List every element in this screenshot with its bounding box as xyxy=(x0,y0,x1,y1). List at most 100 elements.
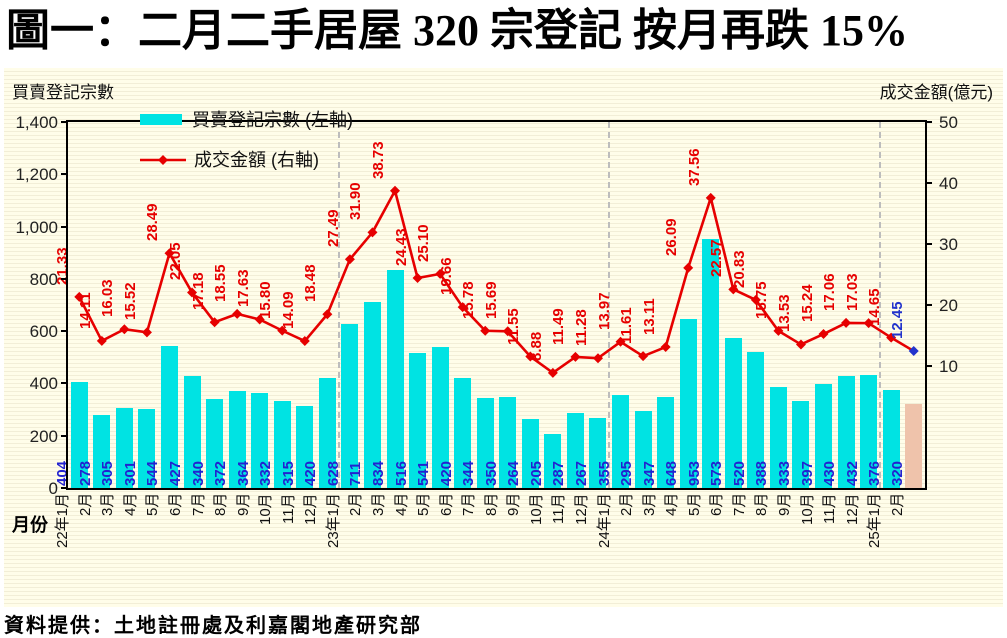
x-axis-label: 12月 xyxy=(843,493,861,525)
bar xyxy=(815,384,832,488)
point-value-label: 28.49 xyxy=(144,203,162,242)
axis-tick xyxy=(61,121,68,123)
point-value-label: 18.48 xyxy=(302,264,320,303)
x-axis-label: 12月 xyxy=(302,493,320,525)
bar-value-label: 427 xyxy=(167,460,185,486)
point-marker xyxy=(547,367,558,378)
bar xyxy=(724,338,742,488)
bar-value-label: 287 xyxy=(550,460,568,486)
right-tick-label: 30 xyxy=(939,235,958,254)
point-value-label: 8.88 xyxy=(527,331,545,361)
point-marker xyxy=(592,353,603,364)
bar xyxy=(228,390,246,488)
point-value-label: 22.57 xyxy=(708,239,726,278)
bar-value-label: 355 xyxy=(595,460,613,486)
point-marker xyxy=(299,336,310,347)
left-tick-label: 600 xyxy=(29,322,58,342)
bar xyxy=(860,375,878,488)
right-tick-label: 20 xyxy=(939,296,958,315)
point-value-label: 19.66 xyxy=(437,257,455,296)
point-value-label: 16.03 xyxy=(99,279,117,318)
bar-value-label: 541 xyxy=(415,460,433,486)
axis-tick xyxy=(61,173,68,176)
point-marker xyxy=(322,309,333,320)
point-marker xyxy=(209,317,220,328)
point-value-label: 13.53 xyxy=(775,294,793,333)
bar xyxy=(905,404,923,488)
axis-tick xyxy=(925,243,932,245)
point-value-label: 15.80 xyxy=(257,281,275,319)
x-axis-label: 25年1月 xyxy=(866,492,884,548)
bar-value-label: 432 xyxy=(843,460,861,486)
bar-value-label: 340 xyxy=(189,460,207,486)
bar-value-label: 520 xyxy=(730,460,748,486)
point-marker xyxy=(795,339,806,350)
x-axis-label: 24年1月 xyxy=(595,492,613,548)
point-value-label: 12.45 xyxy=(888,301,906,340)
bar xyxy=(521,418,539,488)
point-value-label: 20.83 xyxy=(730,250,748,288)
point-marker xyxy=(480,325,491,336)
bar xyxy=(409,353,427,488)
point-value-label: 15.78 xyxy=(460,281,478,319)
bar xyxy=(837,375,855,488)
bar xyxy=(206,399,224,488)
bar-value-label: 376 xyxy=(866,460,884,486)
bar xyxy=(589,418,607,488)
bar-value-label: 430 xyxy=(821,460,839,486)
left-tick-label: 0 xyxy=(48,479,58,498)
bar xyxy=(476,398,494,488)
bar-value-label: 420 xyxy=(437,460,455,486)
bar xyxy=(431,346,449,488)
x-axis-label: 6月 xyxy=(708,492,726,516)
bar-value-label: 350 xyxy=(482,460,500,486)
point-value-label: 17.63 xyxy=(234,269,252,308)
point-marker xyxy=(367,227,378,238)
x-axis-label: 3月 xyxy=(99,492,117,516)
x-axis-label: 8月 xyxy=(212,492,230,516)
point-value-label: 14.65 xyxy=(866,288,884,326)
bar xyxy=(657,397,675,488)
bar xyxy=(792,400,810,488)
point-value-label: 13.97 xyxy=(595,292,613,330)
x-axis-label: 7月 xyxy=(189,492,207,516)
x-axis-label: 2月 xyxy=(76,492,94,516)
point-value-label: 15.24 xyxy=(798,284,816,323)
point-value-label: 18.55 xyxy=(212,264,230,302)
x-axis-label: 4月 xyxy=(663,492,681,516)
point-value-label: 37.56 xyxy=(685,148,703,186)
point-marker xyxy=(412,272,423,283)
legend-bar-label: 買賣登記宗數 (左軸) xyxy=(192,110,353,130)
chart-area: 買賣登記宗數 成交金額(億元) 買賣登記宗數 (左軸) 成交金額 (右軸) 月份… xyxy=(4,68,1003,607)
right-tick-label: 50 xyxy=(939,113,958,132)
point-value-label: 15.69 xyxy=(482,281,500,320)
point-value-label: 11.55 xyxy=(505,307,523,345)
bar-value-label: 278 xyxy=(76,460,94,486)
x-axis-label: 7月 xyxy=(730,492,748,516)
bar-value-label: 404 xyxy=(54,460,72,486)
point-marker xyxy=(841,317,852,328)
bar-value-label: 305 xyxy=(99,460,117,486)
point-value-label: 15.75 xyxy=(753,281,771,319)
axis-tick xyxy=(925,121,932,123)
bar-value-label: 711 xyxy=(347,461,365,486)
point-value-label: 31.90 xyxy=(347,182,365,221)
x-axis-label: 12月 xyxy=(572,493,590,525)
x-axis-label: 8月 xyxy=(753,492,771,516)
x-axis-label: 3月 xyxy=(640,492,658,516)
bar-value-label: 315 xyxy=(279,460,297,486)
page-title: 圖一：二月二手居屋 320 宗登記 按月再跌 15% xyxy=(6,6,908,55)
legend-item-bars: 買賣登記宗數 (左軸) xyxy=(140,108,353,130)
source-note: 資料提供：土地註冊處及利嘉閣地產研究部 xyxy=(4,615,422,637)
legend-item-line: 成交金額 (右軸) xyxy=(140,148,353,170)
point-marker xyxy=(638,351,649,362)
point-marker xyxy=(141,327,152,338)
x-axis-label: 9月 xyxy=(505,492,523,516)
bar xyxy=(273,401,291,488)
axis-tick xyxy=(61,382,68,385)
bar xyxy=(612,395,630,488)
bar-value-label: 397 xyxy=(798,460,816,486)
point-value-label: 25.10 xyxy=(415,224,433,262)
point-marker xyxy=(908,346,919,357)
x-axis-label: 2月 xyxy=(618,492,636,516)
